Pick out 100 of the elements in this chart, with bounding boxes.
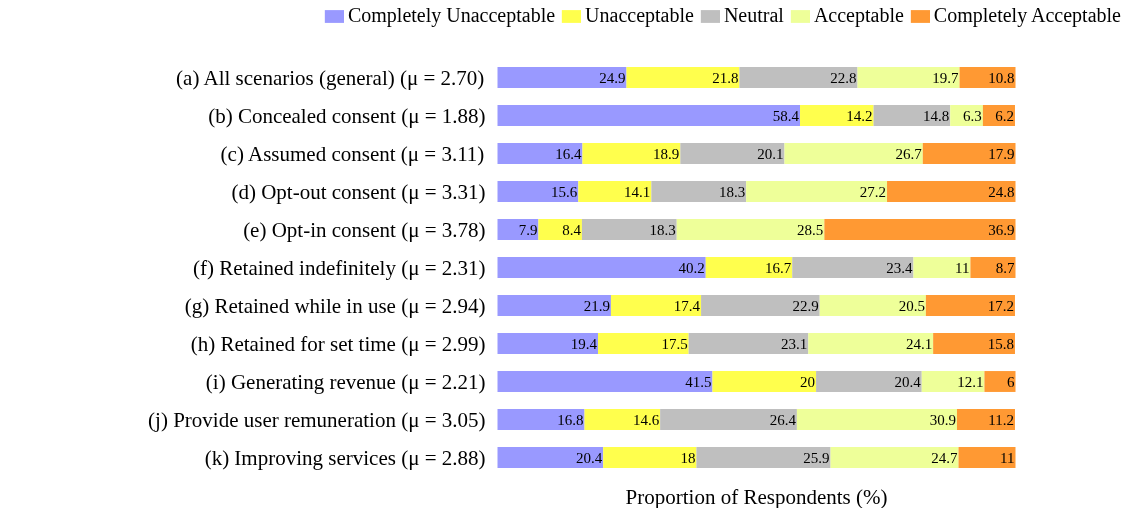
bar [959,67,1016,88]
bar [584,409,661,430]
data-label: 20 [800,373,816,390]
data-label: 11.2 [988,411,1014,428]
bar [676,219,825,240]
bar [497,105,801,126]
data-label: 20.4 [894,373,922,390]
data-label: 22.9 [792,297,819,314]
bar [603,447,697,468]
data-label: 18 [680,449,696,466]
y-tick-label: (i) Generating revenue (μ = 2.21) [205,369,486,394]
data-label: 18.9 [653,145,680,162]
bar [925,295,1015,316]
y-tick-label: (f) Retained indefinitely (μ = 2.31) [192,255,486,280]
data-label: 16.4 [555,145,582,162]
legend-label: Unacceptable [585,4,694,27]
data-label: 26.4 [769,411,797,428]
data-label: 14.6 [632,411,660,428]
bar [701,295,820,316]
y-tick-label: (h) Retained for set time (μ = 2.99) [190,331,486,356]
y-tick-label: (j) Provide user remuneration (μ = 3.05) [148,407,486,432]
data-label: 18.3 [649,221,676,238]
bar [921,371,985,392]
data-label: 58.4 [772,107,800,124]
bar [830,447,959,468]
bar [887,181,1016,202]
bar [597,333,689,354]
bar [497,67,627,88]
bar [746,181,888,202]
data-label: 41.5 [685,373,712,390]
data-label: 24.9 [599,69,626,86]
data-label: 8.4 [562,221,582,238]
data-label: 19.4 [570,335,598,352]
bar [651,181,747,202]
y-tick-label: (c) Assumed consent (μ = 3.11) [220,141,485,166]
bar [581,219,677,240]
legend-label: Acceptable [813,4,904,27]
bar [688,333,809,354]
data-label: 23.1 [781,335,808,352]
bar [984,371,1016,392]
data-label: 10.8 [988,69,1015,86]
bar [497,181,579,202]
data-label: 36.9 [988,221,1015,238]
legend-label: Completely Unacceptable [347,4,556,27]
bar [660,409,797,430]
bar [696,447,831,468]
data-label: 22.8 [830,69,857,86]
bar [857,67,960,88]
data-label: 6 [1007,373,1015,390]
data-label: 15.6 [551,183,578,200]
bar [705,257,793,278]
bar [497,371,713,392]
data-label: 17.9 [988,145,1015,162]
bar [792,257,914,278]
bar [578,181,652,202]
data-label: 24.7 [931,449,959,466]
data-label: 24.8 [988,183,1015,200]
data-label: 23.4 [886,259,913,276]
data-label: 27.2 [859,183,887,200]
data-label: 16.8 [557,411,584,428]
data-label: 14.1 [624,183,651,200]
data-label: 26.7 [895,145,923,162]
bar [970,257,1016,278]
bar [800,105,874,126]
data-label: 28.5 [797,221,824,238]
bar [819,295,926,316]
bar [610,295,702,316]
data-label: 11 [1000,449,1015,466]
y-tick-label: (a) All scenarios (general) (μ = 2.70) [176,65,485,90]
y-tick-label: (k) Improving services (μ = 2.88) [204,445,486,470]
bar [873,105,951,126]
y-tick-label: (e) Opt-in consent (μ = 3.78) [243,217,486,242]
data-label: 8.7 [995,259,1015,276]
data-label: 19.7 [932,69,960,86]
bar [956,409,1015,430]
data-label: 7.9 [518,221,538,238]
data-label: 17.4 [673,297,701,314]
data-label: 20.4 [575,449,603,466]
data-label: 12.1 [957,373,984,390]
data-label: 11 [954,259,970,276]
bar [497,409,585,430]
data-label: 18.3 [718,183,746,200]
data-label: 25.9 [803,449,830,466]
bar [626,67,740,88]
bar [497,257,706,278]
data-label: 20.5 [898,297,925,314]
data-label: 16.7 [764,259,792,276]
bar [712,371,817,392]
data-label: 15.8 [987,335,1014,352]
bar [796,409,957,430]
bar [816,371,922,392]
legend-label: Neutral [723,4,784,27]
bar [497,333,598,354]
legend-label: Completely Acceptable [933,4,1121,27]
bar [808,333,934,354]
data-label: 21.8 [712,69,739,86]
y-tick-label: (g) Retained while in use (μ = 2.94) [184,293,486,318]
data-label: 20.1 [757,145,784,162]
data-label: 17.2 [987,297,1014,314]
x-axis-title: Proportion of Respondents (%) [625,485,888,508]
